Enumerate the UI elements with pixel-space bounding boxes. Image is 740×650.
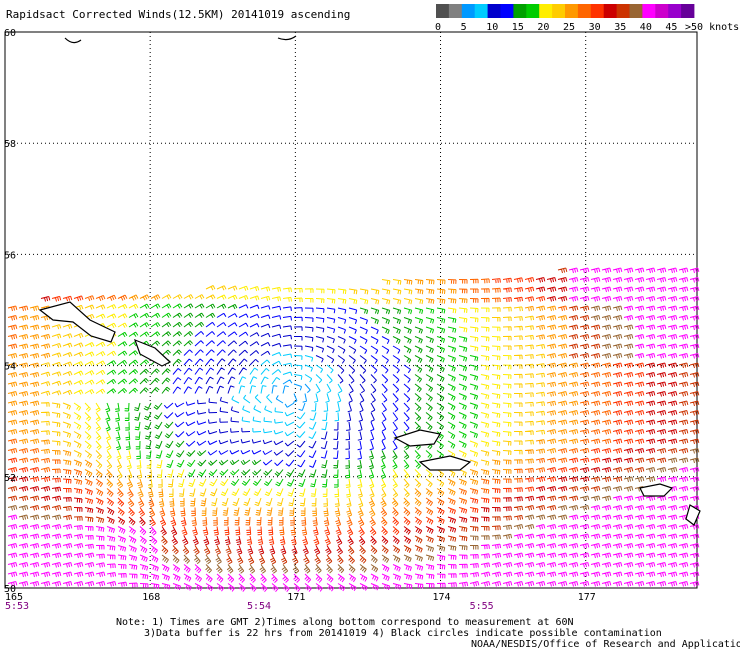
- legend-swatch: [448, 4, 463, 18]
- coastline-path: [685, 504, 701, 526]
- time-label: 5:53: [5, 601, 29, 612]
- legend-label: 35: [614, 22, 626, 33]
- legend-swatch: [590, 4, 605, 18]
- chart-title: Rapidsact Corrected Winds(12.5KM) 201410…: [6, 8, 350, 21]
- legend-swatch: [513, 4, 527, 18]
- lat-tick-label: 56: [4, 250, 16, 261]
- legend-swatch: [565, 4, 579, 18]
- lat-tick-label: 50: [4, 584, 16, 595]
- time-label: 5:55: [470, 601, 494, 612]
- legend-label: 20: [537, 22, 549, 33]
- legend-swatch: [655, 4, 669, 18]
- legend-swatch: [461, 4, 476, 18]
- legend-label: 40: [640, 22, 652, 33]
- coastline-path: [133, 338, 172, 367]
- wind-barb-group: [7, 267, 700, 565]
- legend-swatch: [474, 4, 488, 18]
- coastline-path: [639, 483, 674, 497]
- legend-label: 25: [563, 22, 575, 33]
- lat-tick-label: 60: [4, 28, 16, 39]
- wind-barb-group: [163, 304, 412, 468]
- wind-barb-group: [271, 379, 311, 411]
- legend-swatch: [487, 4, 501, 18]
- legend-swatch: [629, 4, 643, 18]
- wind-barb-group: [7, 278, 612, 536]
- wind-barb-group: [7, 279, 579, 517]
- wind-barbs: [7, 267, 700, 593]
- legend-swatch: [552, 4, 566, 18]
- note-line-2: 3)Data buffer is 22 hrs from 20141019 4)…: [144, 628, 662, 639]
- legend-swatch: [642, 4, 656, 18]
- coastline-path: [418, 455, 472, 471]
- coastline-path: [277, 35, 297, 41]
- lat-tick-label: 58: [4, 139, 16, 150]
- coastline-path: [64, 37, 82, 44]
- legend-swatch: [681, 4, 695, 18]
- legend-swatch: [603, 4, 617, 18]
- legend-swatch: [539, 4, 553, 18]
- wind-barb-group: [7, 305, 700, 574]
- legend-swatch: [436, 4, 450, 18]
- legend-swatch: [500, 4, 514, 18]
- wind-barb-group: [7, 267, 700, 593]
- legend-swatch: [668, 4, 682, 18]
- legend-label: >50 knots: [685, 22, 739, 33]
- wind-barb-group: [196, 323, 377, 457]
- lon-tick-label: 174: [433, 592, 451, 603]
- lon-tick-label: 177: [578, 592, 596, 603]
- legend-label: 0: [435, 22, 441, 33]
- wind-barb-group: [73, 285, 512, 498]
- lon-tick-label: 171: [287, 592, 305, 603]
- lon-tick-label: 168: [142, 592, 160, 603]
- grid-lines: [4, 31, 697, 589]
- lat-tick-label: 54: [4, 362, 16, 373]
- credit-line: NOAA/NESDIS/Office of Research and Appli…: [471, 639, 740, 650]
- note-line-1: Note: 1) Times are GMT 2)Times along bot…: [116, 617, 574, 628]
- time-label: 5:54: [247, 601, 271, 612]
- legend-swatch: [577, 4, 592, 18]
- wind-barb-group: [7, 277, 645, 546]
- legend-label: 45: [665, 22, 677, 33]
- wind-barb-group: [105, 303, 479, 488]
- legend-label: 5: [461, 22, 467, 33]
- legend-label: 30: [589, 22, 601, 33]
- wind-barb-group: [231, 351, 343, 440]
- coastline: [38, 35, 701, 526]
- wind-barb-group: [7, 277, 678, 555]
- legend-label: 15: [512, 22, 524, 33]
- legend-label: 10: [486, 22, 498, 33]
- legend-swatch: [616, 4, 630, 18]
- coastline-path: [393, 429, 441, 447]
- legend: 0 5 10 15 20 25 30 35 40 45 >50 knots: [435, 4, 739, 33]
- wind-barb-group: [40, 279, 546, 508]
- lon-tick-label: 165: [5, 592, 23, 603]
- lat-tick-label: 52: [4, 473, 16, 484]
- coastline-path: [38, 301, 116, 343]
- legend-swatch: [526, 4, 540, 18]
